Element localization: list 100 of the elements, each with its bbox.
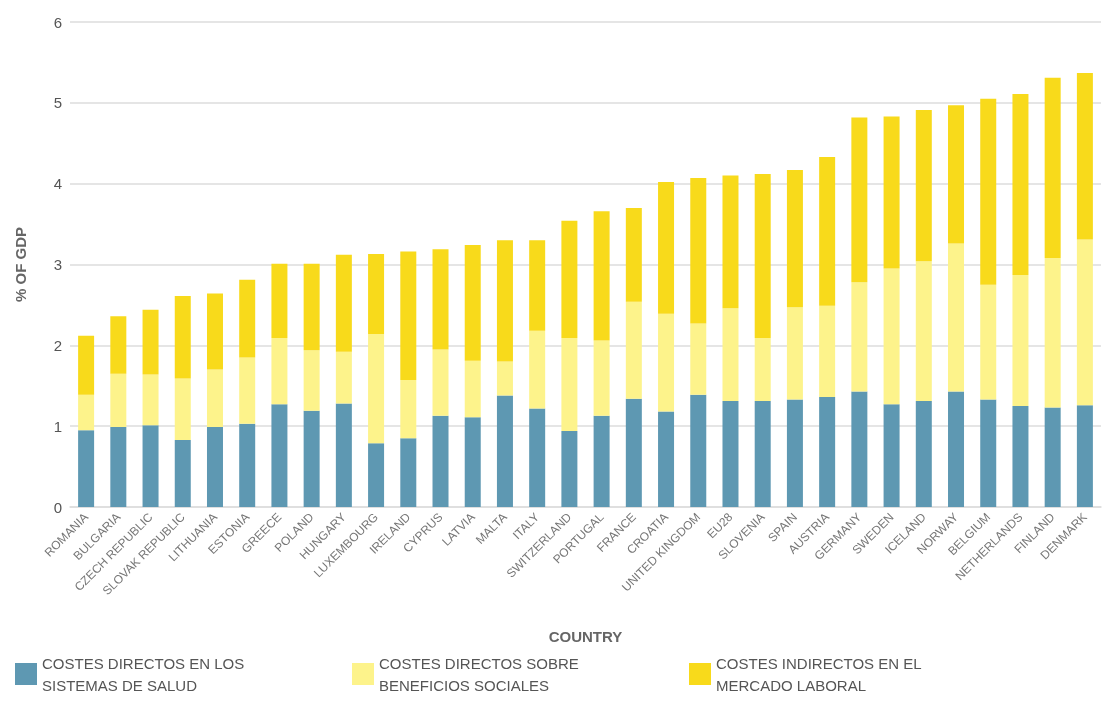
bar (335, 351, 352, 404)
x-axis-title: COUNTRY (548, 628, 623, 645)
bar (1012, 275, 1029, 406)
y-axis-title: % OF GDP (12, 226, 29, 303)
bar (754, 401, 771, 507)
bar (786, 399, 803, 507)
y-tick-label: 1 (53, 417, 62, 435)
bar (851, 391, 868, 507)
bar (690, 323, 707, 395)
bar (303, 263, 320, 351)
bar (174, 378, 191, 440)
bar (722, 401, 739, 507)
bar (625, 398, 642, 507)
bar (239, 423, 256, 507)
bar (754, 338, 771, 402)
bar (142, 309, 159, 375)
bar (690, 394, 707, 507)
bar (980, 98, 997, 285)
bar (206, 293, 223, 370)
bar (1044, 77, 1061, 259)
bar (303, 410, 320, 507)
bar (658, 313, 675, 412)
bar (561, 220, 578, 339)
bar (142, 425, 159, 507)
bar (819, 397, 836, 507)
bar (400, 251, 417, 381)
bar (110, 426, 127, 507)
bar (110, 316, 127, 374)
bar (690, 178, 707, 324)
bar (1012, 405, 1029, 507)
y-tick-label: 4 (53, 175, 62, 193)
y-tick-label: 6 (53, 13, 62, 31)
bar (915, 401, 932, 507)
bar (819, 156, 836, 306)
bar (915, 261, 932, 402)
bar (625, 301, 642, 399)
bar (400, 438, 417, 507)
y-tick-label: 5 (53, 94, 62, 112)
bar (819, 305, 836, 398)
bar (754, 173, 771, 339)
bar (1076, 72, 1093, 240)
bar (658, 182, 675, 314)
bar (1044, 407, 1061, 507)
bar (561, 338, 578, 432)
bar (271, 263, 288, 339)
bar (980, 284, 997, 400)
bar (368, 443, 385, 507)
bar (529, 408, 546, 507)
bar (915, 110, 932, 262)
bar (368, 334, 385, 444)
bar (206, 426, 223, 507)
bar (883, 404, 900, 507)
bar (529, 330, 546, 409)
bar (786, 169, 803, 308)
bar (948, 105, 965, 244)
bar (496, 361, 513, 396)
bar (948, 391, 965, 507)
bar (303, 350, 320, 411)
bar (142, 374, 159, 426)
bar (206, 369, 223, 427)
bar (786, 307, 803, 400)
bar (464, 417, 481, 507)
bar (271, 404, 288, 507)
bar (851, 282, 868, 392)
bar (722, 308, 739, 402)
bar (239, 279, 256, 358)
bar (335, 254, 352, 352)
bar (400, 380, 417, 439)
bar (174, 439, 191, 507)
bar (883, 268, 900, 405)
bar (174, 296, 191, 379)
bar (593, 340, 610, 416)
bar (239, 357, 256, 424)
bar (368, 253, 385, 335)
bar (464, 360, 481, 418)
y-tick-label: 2 (53, 336, 62, 354)
y-tick-label: 0 (53, 498, 62, 516)
bar (1044, 258, 1061, 408)
bar (1012, 93, 1029, 276)
bar (1076, 239, 1093, 406)
legend-label: COSTES DIRECTOS EN LOS SISTEMAS DE SALUD (42, 654, 249, 694)
bar (78, 335, 95, 395)
bar (496, 240, 513, 362)
y-tick-label: 3 (53, 256, 62, 273)
bar (1076, 405, 1093, 507)
bar (78, 430, 95, 507)
bar (851, 117, 868, 283)
bar (593, 415, 610, 507)
bar (496, 395, 513, 507)
bar (561, 431, 578, 507)
bar (883, 116, 900, 269)
bar (722, 175, 739, 309)
bar (980, 399, 997, 507)
bar (464, 245, 481, 361)
bar (78, 394, 95, 431)
bar (432, 415, 449, 507)
bar (625, 207, 642, 302)
bar (271, 338, 288, 405)
bar (432, 349, 449, 416)
bar (335, 403, 352, 507)
